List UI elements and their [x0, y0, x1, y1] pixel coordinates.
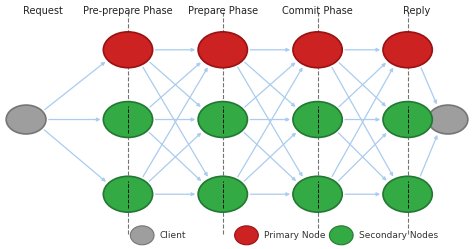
Ellipse shape	[293, 176, 342, 212]
Ellipse shape	[293, 32, 342, 68]
Text: Primary Node: Primary Node	[264, 231, 326, 240]
Ellipse shape	[383, 176, 432, 212]
Ellipse shape	[103, 176, 153, 212]
Ellipse shape	[198, 32, 247, 68]
Text: Secondary Nodes: Secondary Nodes	[359, 231, 438, 240]
Ellipse shape	[198, 176, 247, 212]
Text: Request: Request	[23, 6, 63, 16]
Ellipse shape	[130, 226, 154, 245]
Text: Prepare Phase: Prepare Phase	[188, 6, 258, 16]
Ellipse shape	[293, 102, 342, 137]
Ellipse shape	[198, 102, 247, 137]
Ellipse shape	[235, 226, 258, 245]
Ellipse shape	[383, 102, 432, 137]
Text: Pre-prepare Phase: Pre-prepare Phase	[83, 6, 173, 16]
Ellipse shape	[383, 32, 432, 68]
Ellipse shape	[103, 102, 153, 137]
Ellipse shape	[103, 32, 153, 68]
Ellipse shape	[6, 105, 46, 134]
Text: Commit Phase: Commit Phase	[282, 6, 353, 16]
Text: Client: Client	[160, 231, 186, 240]
Ellipse shape	[329, 226, 353, 245]
Ellipse shape	[428, 105, 468, 134]
Text: Reply: Reply	[403, 6, 431, 16]
